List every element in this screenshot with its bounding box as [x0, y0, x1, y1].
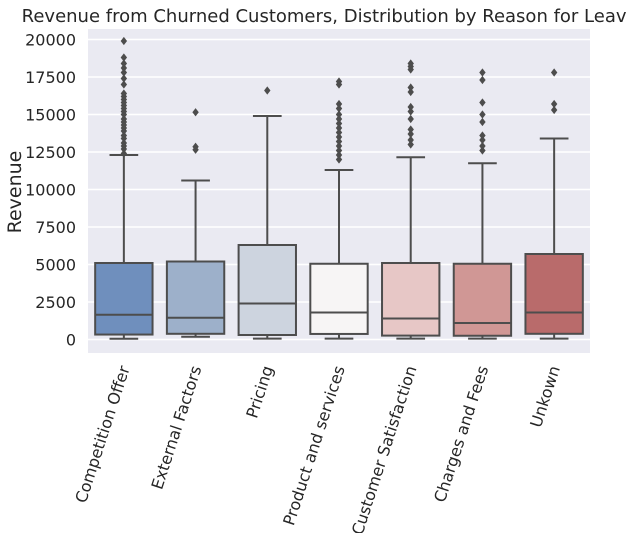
outlier-point [120, 114, 128, 124]
outlier-point [335, 146, 343, 155]
outlier-point [479, 98, 486, 107]
outlier-point [120, 89, 128, 98]
box-customer-satisfaction [381, 59, 441, 340]
box-charges-and-fees [452, 68, 513, 340]
box-iqr [381, 262, 441, 337]
outlier-point [550, 105, 558, 115]
outlier-point [335, 104, 343, 113]
box-product-and-services [309, 77, 369, 340]
box-iqr [309, 262, 369, 335]
y-axis-ticks: 0 2500 5000 7500 10000 12500 15000 17500 20000 [25, 31, 76, 350]
outlier-point [407, 102, 414, 112]
outlier-point [407, 107, 414, 116]
outlier-point [120, 53, 128, 62]
y-tick-label: 0 [66, 331, 76, 350]
x-tick-label: Charges and Fees [430, 363, 492, 504]
outlier-point [335, 128, 343, 137]
outlier-point [479, 110, 486, 119]
outlier-point [120, 74, 128, 83]
x-axis-ticks: Competition Offer External Factors Pricing… [71, 363, 564, 533]
outlier-point [407, 140, 414, 149]
outlier-point [120, 149, 128, 158]
outlier-point [479, 146, 486, 155]
box-series [94, 36, 584, 340]
outlier-point [479, 68, 486, 77]
x-tick-label: Unkown [526, 363, 564, 429]
box-competition-offer [94, 36, 154, 340]
x-tick-label: External Factors [148, 363, 206, 491]
y-tick-label: 20000 [25, 31, 76, 50]
box-iqr [524, 253, 584, 335]
outlier-point [407, 135, 414, 145]
outlier-point [120, 59, 128, 68]
outlier-point [479, 117, 486, 127]
y-tick-label: 7500 [35, 218, 76, 237]
outlier-point [335, 114, 343, 124]
outlier-point [120, 131, 128, 140]
y-tick-label: 10000 [25, 181, 76, 200]
box-iqr [452, 262, 513, 337]
y-tick-label: 5000 [35, 256, 76, 275]
outlier-point [120, 63, 128, 73]
outlier-point [407, 59, 414, 68]
outlier-point [335, 141, 343, 151]
outlier-point [335, 150, 343, 160]
outlier-point [550, 99, 558, 109]
y-tick-label: 17500 [25, 68, 76, 87]
chart-title: Revenue from Churned Customers, Distribu… [22, 6, 628, 27]
box-external-factors [165, 108, 226, 338]
outlier-point [335, 77, 343, 86]
y-tick-label: 2500 [35, 293, 76, 312]
outlier-point [407, 129, 414, 139]
y-tick-label: 12500 [25, 143, 76, 162]
y-axis-label: Revenue [4, 151, 26, 234]
outlier-point [407, 125, 414, 134]
outlier-point [479, 135, 486, 145]
y-tick-label: 15000 [25, 106, 76, 125]
outlier-point [120, 80, 128, 89]
x-tick-label: Pricing [242, 363, 277, 420]
outlier-point [479, 141, 486, 151]
outlier-point [550, 68, 558, 77]
outlier-point [335, 132, 343, 142]
outlier-point [120, 36, 128, 46]
outlier-point [120, 68, 128, 77]
outlier-point [335, 123, 343, 133]
box-iqr [94, 262, 154, 336]
outlier-point [192, 142, 199, 151]
outlier-point [335, 155, 343, 164]
outlier-point [407, 114, 414, 124]
box-unkown [524, 68, 584, 340]
outlier-point [479, 75, 486, 85]
x-tick-label: Competition Offer [71, 363, 133, 505]
outlier-point [407, 87, 414, 97]
outlier-point [407, 83, 414, 92]
outlier-point [335, 110, 343, 119]
outlier-point [192, 108, 199, 117]
outlier-point [264, 86, 271, 95]
outlier-point [479, 131, 486, 140]
box-iqr [237, 244, 297, 336]
outlier-point [335, 119, 343, 128]
outlier-point [335, 137, 343, 146]
x-tick-label: Customer Satisfaction [348, 363, 421, 533]
outlier-point [335, 99, 343, 109]
box-pricing [237, 86, 297, 340]
outlier-point [120, 138, 128, 148]
x-tick-label: Product and services [279, 363, 349, 527]
box-iqr [165, 260, 226, 335]
